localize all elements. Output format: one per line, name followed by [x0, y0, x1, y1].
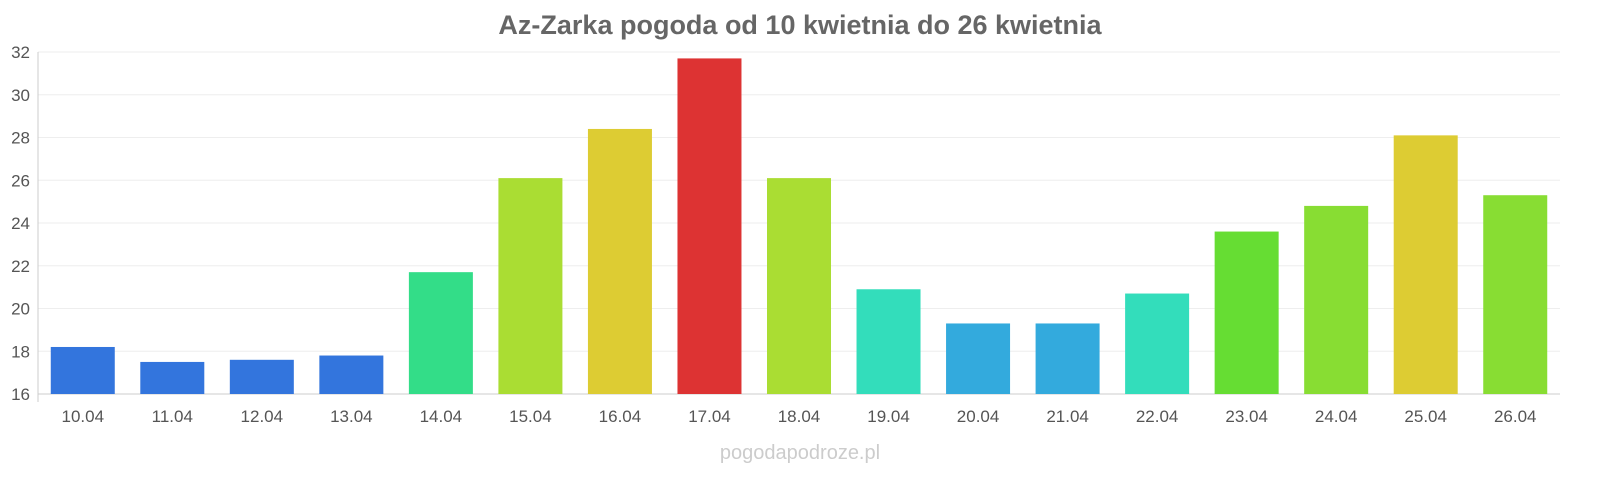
- x-tick-label: 24.04: [1315, 407, 1358, 426]
- bar-17.04: [677, 58, 742, 394]
- bar-20.04: [946, 323, 1011, 394]
- bar-18.04: [767, 178, 831, 394]
- bar-25.04: [1393, 135, 1458, 395]
- bar-16.04: [587, 128, 652, 394]
- bar-21.04: [1035, 323, 1100, 394]
- x-tick-label: 20.04: [957, 407, 1000, 426]
- x-tick-label: 16.04: [599, 407, 642, 426]
- bar-10.04: [50, 346, 115, 394]
- y-tick-label: 32: [11, 43, 30, 62]
- x-tick-label: 22.04: [1136, 407, 1179, 426]
- bar-19.04: [856, 289, 921, 394]
- bar-15.04: [498, 178, 563, 394]
- y-tick-label: 22: [11, 257, 30, 276]
- x-tick-label: 19.04: [867, 407, 910, 426]
- x-tick-label: 25.04: [1404, 407, 1447, 426]
- x-tick-label: 23.04: [1225, 407, 1268, 426]
- x-tick-label: 12.04: [241, 407, 284, 426]
- watermark: pogodapodroze.pl: [719, 442, 881, 464]
- y-tick-label: 30: [11, 86, 30, 105]
- x-tick-label: 15.04: [509, 407, 552, 426]
- bar-12.04: [229, 359, 294, 394]
- y-tick-label: 16: [11, 385, 30, 404]
- x-tick-label: 21.04: [1046, 407, 1089, 426]
- y-tick-label: 28: [11, 129, 30, 148]
- x-tick-label: 10.04: [61, 407, 104, 426]
- bar-11.04: [140, 361, 205, 394]
- bar-24.04: [1304, 205, 1369, 394]
- bar-23.04: [1214, 231, 1279, 394]
- bar-14.04: [408, 272, 473, 394]
- x-tick-label: 26.04: [1494, 407, 1537, 426]
- x-tick-label: 14.04: [420, 407, 463, 426]
- y-tick-label: 26: [11, 171, 30, 190]
- y-tick-label: 24: [11, 214, 30, 233]
- chart-title: Az-Zarka pogoda od 10 kwietnia do 26 kwi…: [498, 10, 1102, 40]
- bar-22.04: [1125, 293, 1190, 394]
- y-tick-label: 18: [11, 342, 30, 361]
- bar-26.04: [1483, 195, 1548, 394]
- x-tick-label: 17.04: [688, 407, 731, 426]
- y-tick-label: 20: [11, 300, 30, 319]
- x-tick-label: 11.04: [152, 407, 193, 426]
- x-tick-label: 18.04: [778, 407, 821, 426]
- x-tick-label: 13.04: [330, 407, 373, 426]
- bar-13.04: [319, 355, 384, 394]
